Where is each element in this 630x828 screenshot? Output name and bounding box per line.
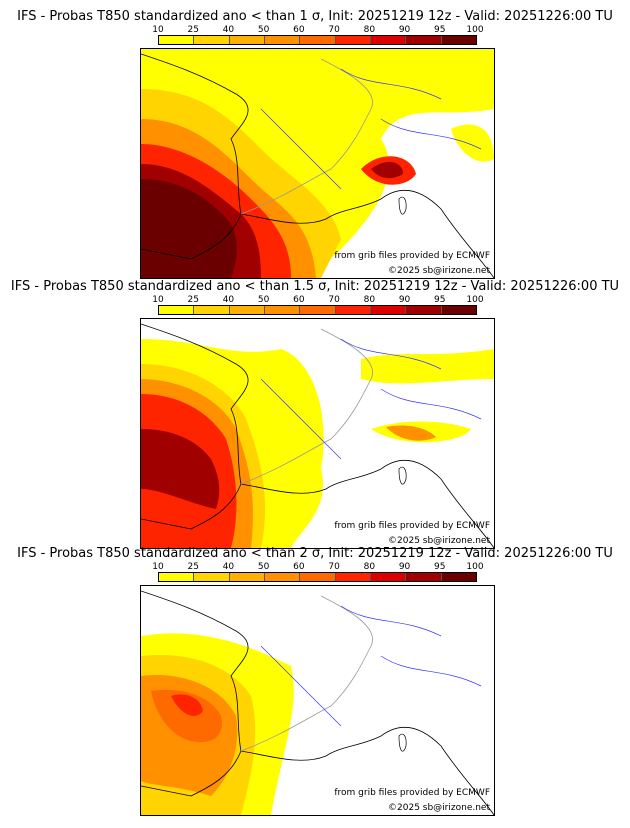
colorbar-tick-label: 50 <box>257 25 270 35</box>
colorbar-swatch <box>441 36 476 44</box>
colorbar-swatch <box>264 306 301 314</box>
colorbar-swatch <box>194 36 230 44</box>
colorbar-swatch <box>300 573 336 581</box>
colorbar-tick-label: 40 <box>222 295 235 305</box>
colorbar-tick-label: 60 <box>293 25 305 35</box>
colorbar-swatch <box>370 36 407 44</box>
colorbar-swatch <box>264 573 301 581</box>
probability-map: from grib files provided by ECMWF ©2025 … <box>140 318 495 549</box>
corsica-island <box>398 196 407 215</box>
colorbar-tick-label: 95 <box>434 562 446 572</box>
colorbar-swatch <box>229 573 265 581</box>
probability-contour <box>386 425 436 441</box>
colorbar-tick-label: 80 <box>363 295 376 305</box>
colorbar <box>158 572 477 582</box>
colorbar-tick-label: 10 <box>152 562 164 572</box>
map-panel-3: IFS - Probas T850 standardized ano < tha… <box>0 546 630 816</box>
colorbar-tick-label: 40 <box>222 25 235 35</box>
probability-contour <box>171 694 203 716</box>
colorbar-tick-label: 90 <box>398 295 411 305</box>
source-credit: from grib files provided by ECMWF <box>334 521 490 531</box>
colorbar-tick-label: 40 <box>222 562 235 572</box>
colorbar-swatch <box>406 36 442 44</box>
colorbar-swatch <box>264 36 301 44</box>
colorbar-tick-label: 95 <box>434 25 446 35</box>
coastline <box>141 590 494 815</box>
map-panel-2: IFS - Probas T850 standardized ano < tha… <box>0 279 630 549</box>
colorbar-swatch <box>335 306 371 314</box>
map-panel-1: IFS - Probas T850 standardized ano < tha… <box>0 9 630 279</box>
colorbar-swatch <box>370 573 407 581</box>
colorbar-swatch <box>194 573 230 581</box>
colorbar-tick-label: 60 <box>293 295 305 305</box>
colorbar-swatch <box>229 36 265 44</box>
source-credit: from grib files provided by ECMWF <box>334 788 490 798</box>
colorbar-ticks: 10 25 40 50 60 70 80 90 95 100 <box>152 25 483 35</box>
panel-title: IFS - Probas T850 standardized ano < tha… <box>17 546 613 561</box>
probability-contour <box>371 161 403 179</box>
colorbar-swatch <box>159 36 195 44</box>
colorbar-swatch <box>159 306 195 314</box>
probability-contour <box>141 429 220 509</box>
colorbar <box>158 305 477 315</box>
colorbar-tick-label: 70 <box>328 295 340 305</box>
colorbar-tick-label: 60 <box>293 562 305 572</box>
border <box>240 328 373 485</box>
probability-contour <box>451 124 494 162</box>
colorbar-swatch <box>300 36 336 44</box>
coastline <box>141 323 494 548</box>
colorbar-tick-label: 25 <box>187 25 199 35</box>
rivers <box>260 68 482 190</box>
probability-map: from grib files provided by ECMWF ©2025 … <box>140 48 495 279</box>
colorbar-swatch <box>406 573 442 581</box>
rivers <box>260 605 482 727</box>
probability-contour <box>361 349 494 384</box>
colorbar-tick-label: 25 <box>187 562 199 572</box>
colorbar-tick-label: 80 <box>363 562 376 572</box>
colorbar-tick-label: 50 <box>257 562 270 572</box>
colorbar-ticks: 10 25 40 50 60 70 80 90 95 100 <box>152 562 483 572</box>
corsica-island <box>398 466 407 485</box>
colorbar-tick-label: 70 <box>328 25 340 35</box>
colorbar-tick-label: 95 <box>434 295 446 305</box>
colorbar-swatch <box>300 306 336 314</box>
colorbar-tick-label: 10 <box>152 295 164 305</box>
colorbar-swatch <box>441 573 476 581</box>
coastline <box>141 53 494 278</box>
probability-map: from grib files provided by ECMWF ©2025 … <box>140 585 495 816</box>
probability-contour <box>141 179 237 278</box>
colorbar-tick-label: 100 <box>466 25 484 35</box>
colorbar-tick-label: 100 <box>466 562 484 572</box>
corsica-island <box>398 733 407 752</box>
colorbar-swatch <box>335 36 371 44</box>
panel-title: IFS - Probas T850 standardized ano < tha… <box>17 9 613 24</box>
colorbar-tick-label: 90 <box>398 25 411 35</box>
panel-title: IFS - Probas T850 standardized ano < tha… <box>10 279 620 294</box>
colorbar-swatch <box>159 573 195 581</box>
colorbar-swatch <box>370 306 407 314</box>
copyright: ©2025 sb@irizone.net <box>388 266 490 276</box>
colorbar <box>158 35 477 45</box>
colorbar-swatch <box>194 306 230 314</box>
colorbar-swatch <box>441 306 476 314</box>
colorbar-tick-label: 80 <box>363 25 376 35</box>
colorbar-tick-label: 25 <box>187 295 199 305</box>
probability-contour <box>151 689 222 743</box>
copyright: ©2025 sb@irizone.net <box>388 536 490 546</box>
colorbar-ticks: 10 25 40 50 60 70 80 90 95 100 <box>152 295 483 305</box>
border <box>240 595 373 752</box>
colorbar-swatch <box>406 306 442 314</box>
rivers <box>260 338 482 460</box>
colorbar-tick-label: 10 <box>152 25 164 35</box>
colorbar-swatch <box>229 306 265 314</box>
colorbar-tick-label: 50 <box>257 295 270 305</box>
colorbar-tick-label: 100 <box>466 295 484 305</box>
border <box>240 58 373 215</box>
source-credit: from grib files provided by ECMWF <box>334 251 490 261</box>
colorbar-tick-label: 70 <box>328 562 340 572</box>
colorbar-tick-label: 90 <box>398 562 411 572</box>
colorbar-swatch <box>335 573 371 581</box>
copyright: ©2025 sb@irizone.net <box>388 803 490 813</box>
